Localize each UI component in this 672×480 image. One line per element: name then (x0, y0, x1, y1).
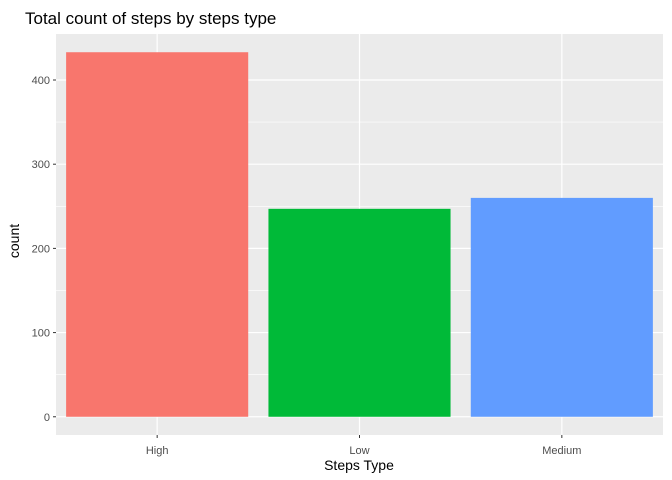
y-tick-marks (53, 79, 56, 418)
bar-high (66, 52, 249, 417)
bar-low (268, 208, 451, 417)
x-tick-label: Medium (542, 445, 581, 457)
chart-title: Total count of steps by steps type (25, 9, 276, 28)
x-tick-label: Low (349, 445, 369, 457)
y-tick-label: 200 (32, 243, 50, 255)
y-tick-label: 300 (32, 159, 50, 171)
y-axis-title: count (6, 224, 22, 258)
bar-medium (470, 197, 653, 417)
x-tick-labels: High Low Medium (146, 445, 582, 457)
x-tick-marks (156, 435, 563, 438)
bars (66, 52, 653, 417)
y-tick-label: 0 (44, 412, 50, 424)
y-tick-label: 100 (32, 328, 50, 340)
y-tick-labels: 0 100 200 300 400 (32, 75, 50, 424)
y-tick-label: 400 (32, 75, 50, 87)
x-tick-label: High (146, 445, 169, 457)
x-axis-title: Steps Type (324, 457, 394, 473)
